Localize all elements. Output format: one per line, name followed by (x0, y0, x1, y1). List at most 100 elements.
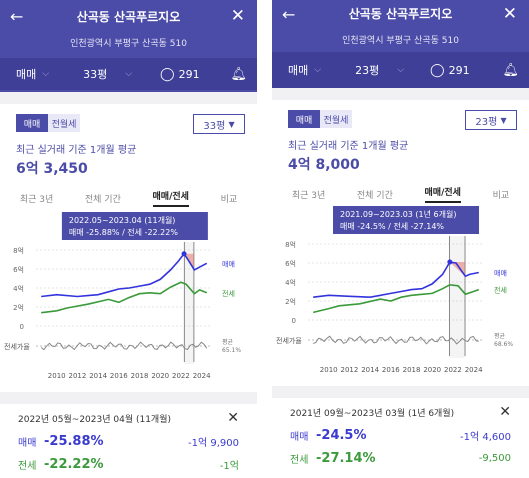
trade-type-dropdown[interactable]: 매매 ⌵ (16, 66, 49, 82)
price-section: 매매 전월세 23평 ▼ 최근 실거래 기준 1개월 평균 4억 8,000 (272, 100, 529, 174)
size-select[interactable]: 23평 ▼ (465, 110, 517, 130)
right-panel: ← 산곡동 산곡푸르지오 ✕ 인천광역시 부평구 산곡동 510 매매 ⌵ 23평… (272, 0, 529, 478)
tab-compare[interactable]: 비교 (220, 194, 238, 205)
tab-all-period[interactable]: 전체 기간 (356, 190, 393, 201)
chevron-down-icon: ⌵ (42, 69, 50, 79)
rent-change-pct: -22.22% (44, 457, 104, 472)
ratio-value: 65.1% (222, 347, 241, 354)
tooltip-box (61, 212, 208, 240)
price-section: 매매 전월세 33평 ▼ 최근 실거래 기준 1개월 평균 6억 3,450 (0, 104, 257, 178)
price-chart-svg: 2021.09~2023.03 (1년 6개월) 매매 -24.5% / 전세 -… (276, 206, 513, 374)
comments-button[interactable]: ◯ 291 (160, 67, 200, 82)
series-label: 매매 (494, 270, 507, 278)
period-summary: 2021년 09월~2023년 03월 (1년 6개월) ✕ 매매 -24.5% -1… (272, 404, 529, 466)
back-arrow-icon[interactable]: ← (282, 5, 296, 24)
x-tick-label: 2010 (48, 372, 66, 380)
tab-compare[interactable]: 비교 (492, 190, 510, 201)
close-icon[interactable]: ✕ (230, 6, 245, 26)
close-icon[interactable]: ✕ (499, 404, 511, 420)
rent-change-amount: -1억 (219, 461, 239, 472)
series-label: 전세 (494, 286, 507, 295)
y-tick-label: 2억 (285, 298, 296, 306)
address: 인천광역시 부평구 산곡동 510 (70, 39, 187, 49)
page-title: 산곡동 산곡푸르지오 (76, 10, 181, 24)
x-tick-label: 2022 (444, 366, 462, 374)
price-chart[interactable]: 2021.09~2023.03 (1년 6개월) 매매 -24.5% / 전세 -… (272, 204, 529, 384)
area-dropdown[interactable]: 33평 ⌵ (83, 66, 132, 82)
x-tick-label: 2014 (361, 366, 379, 374)
segment-sale[interactable]: 매매 (16, 114, 48, 132)
x-tick-label: 2012 (68, 372, 86, 380)
page-title: 산곡동 산곡푸르지오 (348, 7, 453, 21)
close-icon[interactable]: ✕ (227, 410, 239, 426)
y-tick-label: 0 (20, 323, 24, 331)
peak-marker (447, 259, 453, 265)
x-tick-label: 2024 (465, 366, 483, 374)
chevron-down-icon: ⌵ (314, 65, 322, 75)
segment-rent[interactable]: 전월세 (48, 114, 80, 132)
y-tick-label: 6억 (13, 266, 24, 274)
ratio-line (312, 335, 479, 345)
left-panel: ← 산곡동 산곡푸르지오 ✕ 인천광역시 부평구 산곡동 510 매매 ⌵ 33평… (0, 0, 257, 478)
ratio-label: 평균 (494, 332, 506, 340)
tab-recent-3y[interactable]: 최근 3년 (19, 194, 54, 205)
comment-icon: ◯ (430, 62, 445, 78)
divider (0, 92, 257, 104)
tooltip-detail: 매매 -24.5% / 전세 -27.14% (340, 221, 444, 231)
address: 인천광역시 부평구 산곡동 510 (342, 36, 459, 46)
size-select-value: 33평 (203, 120, 226, 132)
x-tick-label: 2022 (172, 372, 190, 380)
filter-bar: 매매 ⌵ 33평 ⌵ ◯ 291 🔔︎ (0, 58, 257, 90)
x-tick-label: 2016 (110, 372, 128, 380)
sale-label: 매매 (290, 432, 309, 443)
bell-icon[interactable]: 🔔︎ (230, 66, 247, 82)
trade-type-dropdown[interactable]: 매매 ⌵ (288, 62, 321, 78)
caret-down-icon: ▼ (228, 119, 235, 129)
trade-segment: 매매 전월세 (16, 114, 80, 132)
close-icon[interactable]: ✕ (502, 4, 517, 24)
area-dropdown[interactable]: 23평 ⌵ (355, 62, 404, 78)
y-tick-label: 4억 (285, 279, 296, 287)
x-tick-label: 2020 (423, 366, 441, 374)
price-chart[interactable]: 2022.05~2023.04 (11개월) 매매 -25.88% / 전세 -2… (0, 210, 257, 390)
rent-label: 전세 (290, 455, 309, 466)
avg-value: 4억 8,000 (288, 157, 360, 173)
x-tick-label: 2020 (151, 372, 169, 380)
tooltip-box (333, 206, 480, 234)
series-line-rent (313, 283, 480, 314)
sale-change-pct: -25.88% (44, 434, 104, 449)
tab-all-period[interactable]: 전체 기간 (84, 194, 121, 205)
price-chart-svg: 2022.05~2023.04 (11개월) 매매 -25.88% / 전세 -2… (4, 212, 241, 380)
period-summary: 2022년 05월~2023년 04월 (11개월) ✕ 매매 -25.88% -1억… (0, 410, 257, 472)
ratio-axis-label: 전세가율 (4, 342, 30, 351)
segment-sale[interactable]: 매매 (288, 110, 320, 128)
bell-icon[interactable]: 🔔︎ (502, 62, 519, 78)
sale-change-amount: -1억 9,900 (188, 438, 239, 449)
series-label: 전세 (222, 289, 235, 298)
area-label: 33평 (83, 68, 108, 81)
rent-change-pct: -27.14% (316, 451, 376, 466)
y-tick-label: 4억 (13, 285, 24, 293)
x-tick-label: 2012 (340, 366, 358, 374)
y-tick-label: 8억 (13, 247, 24, 255)
ratio-line (40, 341, 208, 351)
size-select[interactable]: 33평 ▼ (193, 114, 245, 134)
avg-label: 최근 실거래 기준 1개월 평균 (16, 145, 137, 156)
tab-sale-rent[interactable]: 매매/전세 (152, 189, 189, 207)
tab-recent-3y[interactable]: 최근 3년 (291, 190, 326, 201)
series-label: 매매 (222, 260, 235, 268)
back-arrow-icon[interactable]: ← (10, 7, 24, 26)
series-line-sale (41, 252, 208, 298)
segment-rent[interactable]: 전월세 (320, 110, 352, 128)
caret-down-icon: ▼ (500, 115, 507, 125)
comments-button[interactable]: ◯ 291 (430, 63, 470, 78)
chevron-down-icon: ⌵ (125, 69, 133, 79)
sale-label: 매매 (18, 438, 37, 449)
divider (272, 88, 529, 100)
filter-bar: 매매 ⌵ 23평 ⌵ ◯ 291 🔔︎ (272, 52, 529, 88)
header: ← 산곡동 산곡푸르지오 ✕ 인천광역시 부평구 산곡동 510 매매 ⌵ 33평… (0, 0, 257, 92)
series-line-rent (41, 281, 208, 314)
x-tick-label: 2016 (382, 366, 400, 374)
tab-sale-rent[interactable]: 매매/전세 (424, 185, 461, 203)
highlight-band (184, 242, 194, 364)
